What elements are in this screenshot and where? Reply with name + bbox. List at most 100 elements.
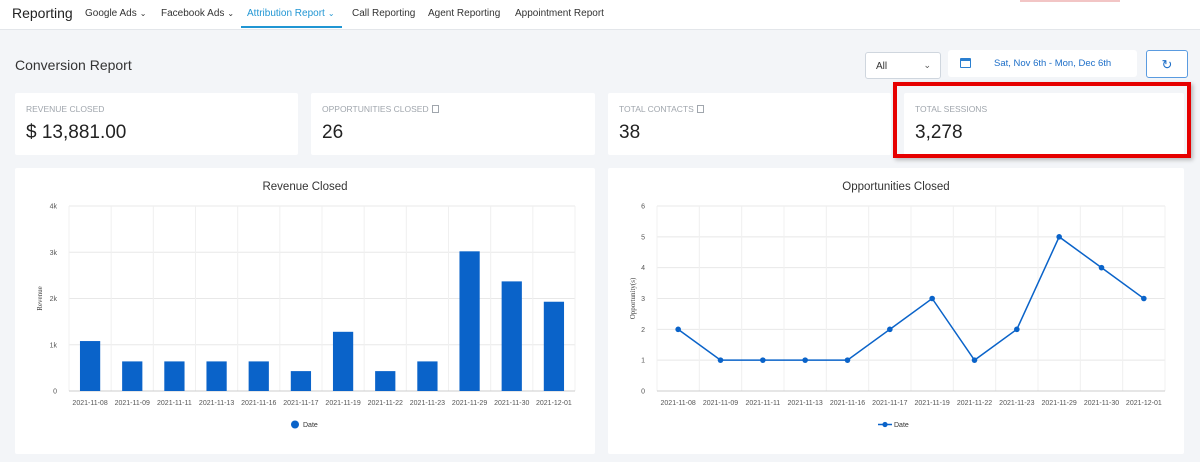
- x-tick-label: 2021-11-19: [915, 400, 950, 407]
- calendar-icon: [960, 58, 971, 68]
- stat-card-total-sessions: TOTAL SESSIONS 3,278: [904, 93, 1184, 155]
- x-tick-label: 2021-11-09: [703, 400, 738, 407]
- x-tick-label: 2021-11-17: [872, 400, 907, 407]
- chevron-down-icon: ⌄: [923, 60, 931, 70]
- source-select-value: All: [876, 61, 888, 72]
- x-tick-label: 2021-11-17: [283, 400, 318, 407]
- y-tick-label: 0: [641, 389, 645, 396]
- x-tick-label: 2021-11-19: [325, 400, 360, 407]
- y-tick-label: 2k: [50, 296, 58, 303]
- x-tick-label: 2021-11-13: [788, 400, 823, 407]
- x-tick-label: 2021-11-23: [410, 400, 445, 407]
- y-tick-label: 1k: [50, 342, 58, 349]
- revenue-closed-chart-card: Revenue Closed 0 1k 2k 3k 4k Revenue 2021-11-08…: [15, 168, 595, 454]
- nav-google-ads[interactable]: Google Ads ⌄: [85, 8, 147, 19]
- x-tick-label: 2021-11-16: [830, 400, 865, 407]
- stat-label: TOTAL CONTACTS: [619, 104, 704, 114]
- x-tick-label: 2021-11-11: [745, 400, 780, 407]
- chart-bar: [290, 371, 312, 391]
- stat-label: REVENUE CLOSED: [26, 104, 105, 114]
- brand-title: Reporting: [12, 5, 73, 21]
- chart-bar: [206, 361, 227, 391]
- data-point: [844, 357, 851, 363]
- refresh-button[interactable]: ↻: [1146, 50, 1188, 78]
- x-tick-label: 2021-11-13: [199, 400, 234, 407]
- date-range-text: Sat, Nov 6th - Mon, Dec 6th: [994, 58, 1112, 69]
- x-tick-label: 2021-11-09: [115, 400, 150, 407]
- chevron-down-icon: ⌄: [139, 9, 147, 18]
- x-tick-label: 2021-11-22: [368, 400, 403, 407]
- opportunities-closed-chart: Opportunities Closed 0 1 2 3 4 5 6 Opportunity(s…: [629, 181, 1166, 429]
- active-tab-indicator: [241, 26, 342, 28]
- y-tick-label: 0: [53, 389, 57, 396]
- y-axis-label: Opportunity(s): [629, 277, 637, 319]
- x-tick-label: 2021-11-08: [72, 400, 107, 407]
- data-point: [802, 357, 808, 363]
- highlight-annotation-box: [893, 82, 1191, 158]
- data-point: [760, 357, 766, 363]
- top-nav: Reporting Google Ads ⌄ Facebook Ads ⌄ Attr…: [0, 0, 1200, 30]
- stat-value: 38: [619, 122, 641, 143]
- nav-agent-reporting[interactable]: Agent Reporting: [428, 8, 501, 19]
- chart-bar: [375, 371, 396, 391]
- x-tick-label: 2021-12-01: [536, 400, 572, 407]
- legend-marker: [291, 420, 299, 429]
- date-range-picker[interactable]: Sat, Nov 6th - Mon, Dec 6th: [948, 50, 1137, 77]
- document-icon[interactable]: [431, 105, 439, 113]
- data-point: [717, 357, 724, 363]
- stat-card-revenue-closed: REVENUE CLOSED $ 13,881.00: [15, 93, 298, 155]
- chevron-down-icon: ⌄: [327, 9, 335, 18]
- y-tick-label: 6: [641, 204, 645, 211]
- x-tick-label: 2021-11-23: [999, 400, 1034, 407]
- document-icon[interactable]: [696, 105, 704, 113]
- chevron-down-icon: ⌄: [227, 9, 235, 18]
- data-point: [675, 326, 681, 333]
- legend-label: Date: [303, 422, 318, 429]
- x-tick-label: 2021-11-22: [957, 400, 992, 407]
- nav-attribution-report[interactable]: Attribution Report ⌄: [247, 8, 335, 19]
- x-tick-label: 2021-11-11: [157, 400, 192, 407]
- series-line: [677, 235, 1145, 362]
- chart-bar: [332, 331, 354, 391]
- data-point: [929, 295, 935, 302]
- x-tick-label: 2021-11-29: [452, 400, 487, 407]
- opportunities-closed-chart-card: Opportunities Closed 0 1 2 3 4 5 6 Opportunity(s…: [608, 168, 1184, 454]
- chart-bar: [79, 341, 101, 391]
- source-select[interactable]: All ⌄: [865, 52, 941, 79]
- x-tick-label: 2021-11-29: [1042, 400, 1077, 407]
- stat-card-opportunities-closed: OPPORTUNITIES CLOSED 26: [311, 93, 595, 155]
- data-point: [1056, 234, 1062, 240]
- chart-bar: [164, 361, 185, 391]
- page-title: Conversion Report: [15, 57, 132, 73]
- data-point: [887, 326, 893, 333]
- x-tick-label: 2021-11-30: [1084, 400, 1119, 407]
- chart-bar: [501, 281, 522, 391]
- stat-value: 26: [322, 122, 344, 143]
- stat-value: 3,278: [915, 122, 963, 143]
- y-axis-label: Revenue: [36, 286, 44, 311]
- x-tick-label: 2021-11-30: [494, 400, 529, 407]
- chart-bar: [459, 251, 480, 391]
- stat-card-total-contacts: TOTAL CONTACTS 38: [608, 93, 891, 155]
- x-tick-label: 2021-11-16: [241, 400, 276, 407]
- nav-appointment-report[interactable]: Appointment Report: [515, 8, 604, 19]
- chart-title: Revenue Closed: [262, 181, 347, 193]
- data-point: [1014, 326, 1020, 333]
- chart-bar: [417, 361, 438, 391]
- y-tick-label: 1: [641, 358, 645, 365]
- y-tick-label: 5: [641, 234, 645, 241]
- legend-marker: [882, 421, 888, 428]
- y-tick-label: 3k: [50, 250, 58, 257]
- legend-label: Date: [894, 422, 909, 429]
- nav-call-reporting[interactable]: Call Reporting: [352, 8, 416, 19]
- stat-value: $ 13,881.00: [26, 122, 127, 143]
- chart-title: Opportunities Closed: [842, 181, 949, 193]
- top-right-edge: [1020, 0, 1120, 2]
- refresh-icon: ↻: [1161, 57, 1173, 72]
- revenue-closed-chart: Revenue Closed 0 1k 2k 3k 4k Revenue 2021-11-08…: [36, 181, 576, 429]
- x-tick-label: 2021-11-08: [661, 400, 696, 407]
- nav-facebook-ads[interactable]: Facebook Ads ⌄: [161, 8, 235, 19]
- y-tick-label: 2: [641, 327, 645, 334]
- x-tick-label: 2021-12-01: [1126, 400, 1162, 407]
- data-point: [971, 357, 978, 363]
